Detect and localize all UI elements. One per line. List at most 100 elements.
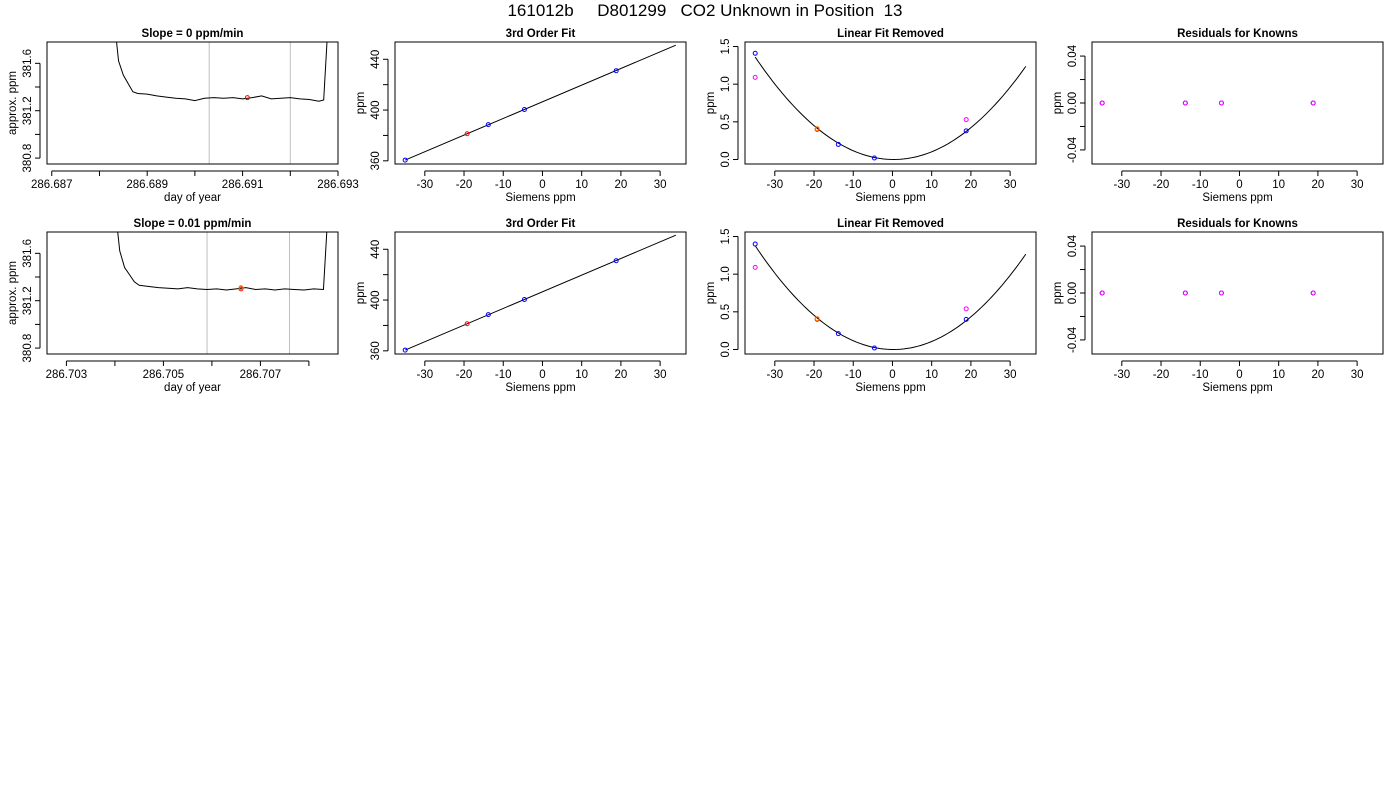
- chart-5-data-point: [238, 285, 244, 291]
- chart-1-series-line: [116, 42, 328, 102]
- chart-3-x-tick-label: 20: [964, 179, 977, 191]
- chart-2-plot-area: [402, 44, 676, 163]
- chart-6-y-tick-label: 440: [370, 240, 382, 259]
- chart-1-y-axis-label: approx. ppm: [7, 71, 19, 135]
- chart-3-title: Linear Fit Removed: [837, 28, 944, 40]
- chart-8-y-tick-label: 0.04: [1067, 234, 1079, 257]
- chart-1-x-tick-label: 286.691: [222, 179, 264, 191]
- chart-8-x-tick-label: 0: [1236, 369, 1242, 381]
- chart-2-data-point: [402, 157, 408, 163]
- chart-6-y-tick-label: 400: [370, 290, 382, 309]
- chart-8-frame: [1091, 231, 1384, 355]
- chart-8-y-axis-label: ppm: [1052, 282, 1064, 304]
- chart-3-data-point: [752, 50, 758, 56]
- chart-1-data-point: [244, 95, 250, 101]
- chart-3-x-tick-label: -20: [806, 179, 823, 191]
- chart-6-x-axis-label: Siemens ppm: [505, 382, 575, 394]
- chart-2-x-tick-label: 30: [654, 179, 667, 191]
- chart-3-data-point: [752, 74, 758, 80]
- chart-2-y-axis-label: ppm: [355, 92, 367, 114]
- chart-4-y-axis-label: ppm: [1052, 92, 1064, 114]
- chart-3-y-axis-label: ppm: [705, 92, 717, 114]
- chart-4-x-tick-label: 10: [1272, 179, 1285, 191]
- chart-4-plot-area: [1099, 100, 1316, 106]
- chart-1-y-tick-label: 381.6: [22, 49, 34, 78]
- chart-3: Linear Fit Removed -30 -20 -10 0 10 20 30 Siemen…: [705, 28, 1037, 204]
- chart-3-plot-area: [752, 50, 1027, 161]
- chart-1-title: Slope = 0 ppm/min: [142, 28, 244, 40]
- chart-1-x-axis-label: day of year: [164, 192, 221, 204]
- chart-6-data-point: [464, 321, 470, 327]
- chart-2-data-point: [521, 107, 527, 113]
- chart-2-series-line: [405, 44, 676, 161]
- chart-7-x-axis-label: Siemens ppm: [855, 382, 925, 394]
- chart-3-data-point: [963, 128, 969, 134]
- chart-4-y-tick-label: 0.00: [1067, 92, 1079, 114]
- chart-2-y-tick-label: 400: [370, 100, 382, 119]
- chart-4-data-point: [1310, 100, 1316, 106]
- chart-2-x-tick-label: -10: [495, 179, 512, 191]
- chart-1-x-tick-label: 286.689: [126, 179, 168, 191]
- chart-7-y-axis-label: ppm: [705, 282, 717, 304]
- chart-2: 3rd Order Fit -30 -20 -10 0 10 20 30 Siemens ppm…: [355, 28, 687, 204]
- chart-1-x-tick-label: 286.693: [317, 179, 359, 191]
- chart-7-x-tick-label: -30: [766, 369, 783, 381]
- chart-2-data-point: [613, 68, 619, 74]
- chart-8-x-axis-label: Siemens ppm: [1202, 382, 1272, 394]
- chart-3-x-tick-label: 30: [1004, 179, 1017, 191]
- chart-2-x-tick-label: -30: [416, 179, 433, 191]
- chart-1-y-tick-label: 381.2: [22, 96, 34, 125]
- chart-1-plot-area: [116, 42, 328, 164]
- chart-2-x-axis-label: Siemens ppm: [505, 192, 575, 204]
- chart-7-plot-area: [752, 241, 1027, 351]
- chart-4-x-tick-label: 20: [1311, 179, 1324, 191]
- chart-2-data-point: [464, 131, 470, 137]
- chart-5-series-line: [117, 232, 328, 291]
- chart-1-frame: [46, 41, 339, 165]
- chart-8-plot-area: [1099, 290, 1316, 296]
- chart-2-data-point: [485, 122, 491, 128]
- chart-4-frame: [1091, 41, 1384, 165]
- chart-3-y-tick-label: 1.0: [720, 76, 732, 92]
- chart-4-data-point: [1099, 100, 1105, 106]
- chart-7-x-tick-label: 20: [964, 369, 977, 381]
- chart-4-title: Residuals for Knowns: [1177, 28, 1298, 40]
- chart-4-y-tick-label: 0.04: [1067, 44, 1079, 67]
- chart-4-y-tick-label: -0.04: [1067, 136, 1079, 163]
- chart-2-title: 3rd Order Fit: [506, 28, 576, 40]
- chart-1-x-tick-label: 286.687: [31, 179, 73, 191]
- chart-6-data-point: [613, 258, 619, 264]
- chart-3-x-tick-label: -10: [845, 179, 862, 191]
- chart-7-data-point: [835, 331, 841, 337]
- chart-6-data-point: [485, 312, 491, 318]
- chart-5-plot-area: [117, 232, 328, 354]
- chart-5-y-tick-label: 381.6: [22, 239, 34, 268]
- chart-5-y-axis-label: approx. ppm: [7, 261, 19, 325]
- chart-7-data-point: [963, 316, 969, 322]
- chart-8-title: Residuals for Knowns: [1177, 218, 1298, 230]
- chart-6-x-tick-label: -10: [495, 369, 512, 381]
- chart-7-data-point: [814, 316, 820, 322]
- chart-2-y-tick-label: 360: [370, 151, 382, 170]
- chart-8-x-tick-label: 20: [1311, 369, 1324, 381]
- chart-3-frame: [744, 41, 1037, 165]
- chart-7: Linear Fit Removed -30 -20 -10 0 10 20 30 Siemen…: [705, 218, 1037, 394]
- chart-3-data-point: [871, 155, 877, 161]
- chart-5-x-axis-label: day of year: [164, 382, 221, 394]
- chart-8: Residuals for Knowns -30 -20 -10 0 10 20 30 Siem…: [1052, 218, 1384, 394]
- chart-7-data-point: [963, 306, 969, 312]
- chart-7-data-point: [871, 345, 877, 351]
- chart-6-plot-area: [402, 234, 676, 353]
- chart-4-x-tick-label: 30: [1351, 179, 1364, 191]
- chart-6-data-point: [402, 347, 408, 353]
- chart-4: Residuals for Knowns -30 -20 -10 0 10 20 30 Siem…: [1052, 28, 1384, 204]
- chart-7-x-tick-label: -10: [845, 369, 862, 381]
- chart-1: Slope = 0 ppm/min 286.687 286.689 286.691 28…: [7, 28, 359, 204]
- chart-7-x-tick-label: 10: [925, 369, 938, 381]
- chart-8-y-tick-label: 0.00: [1067, 282, 1079, 304]
- chart-4-x-tick-label: 0: [1236, 179, 1242, 191]
- chart-7-data-point: [752, 241, 758, 247]
- chart-7-y-tick-label: 1.5: [720, 229, 732, 245]
- chart-3-y-tick-label: 0.0: [720, 151, 732, 167]
